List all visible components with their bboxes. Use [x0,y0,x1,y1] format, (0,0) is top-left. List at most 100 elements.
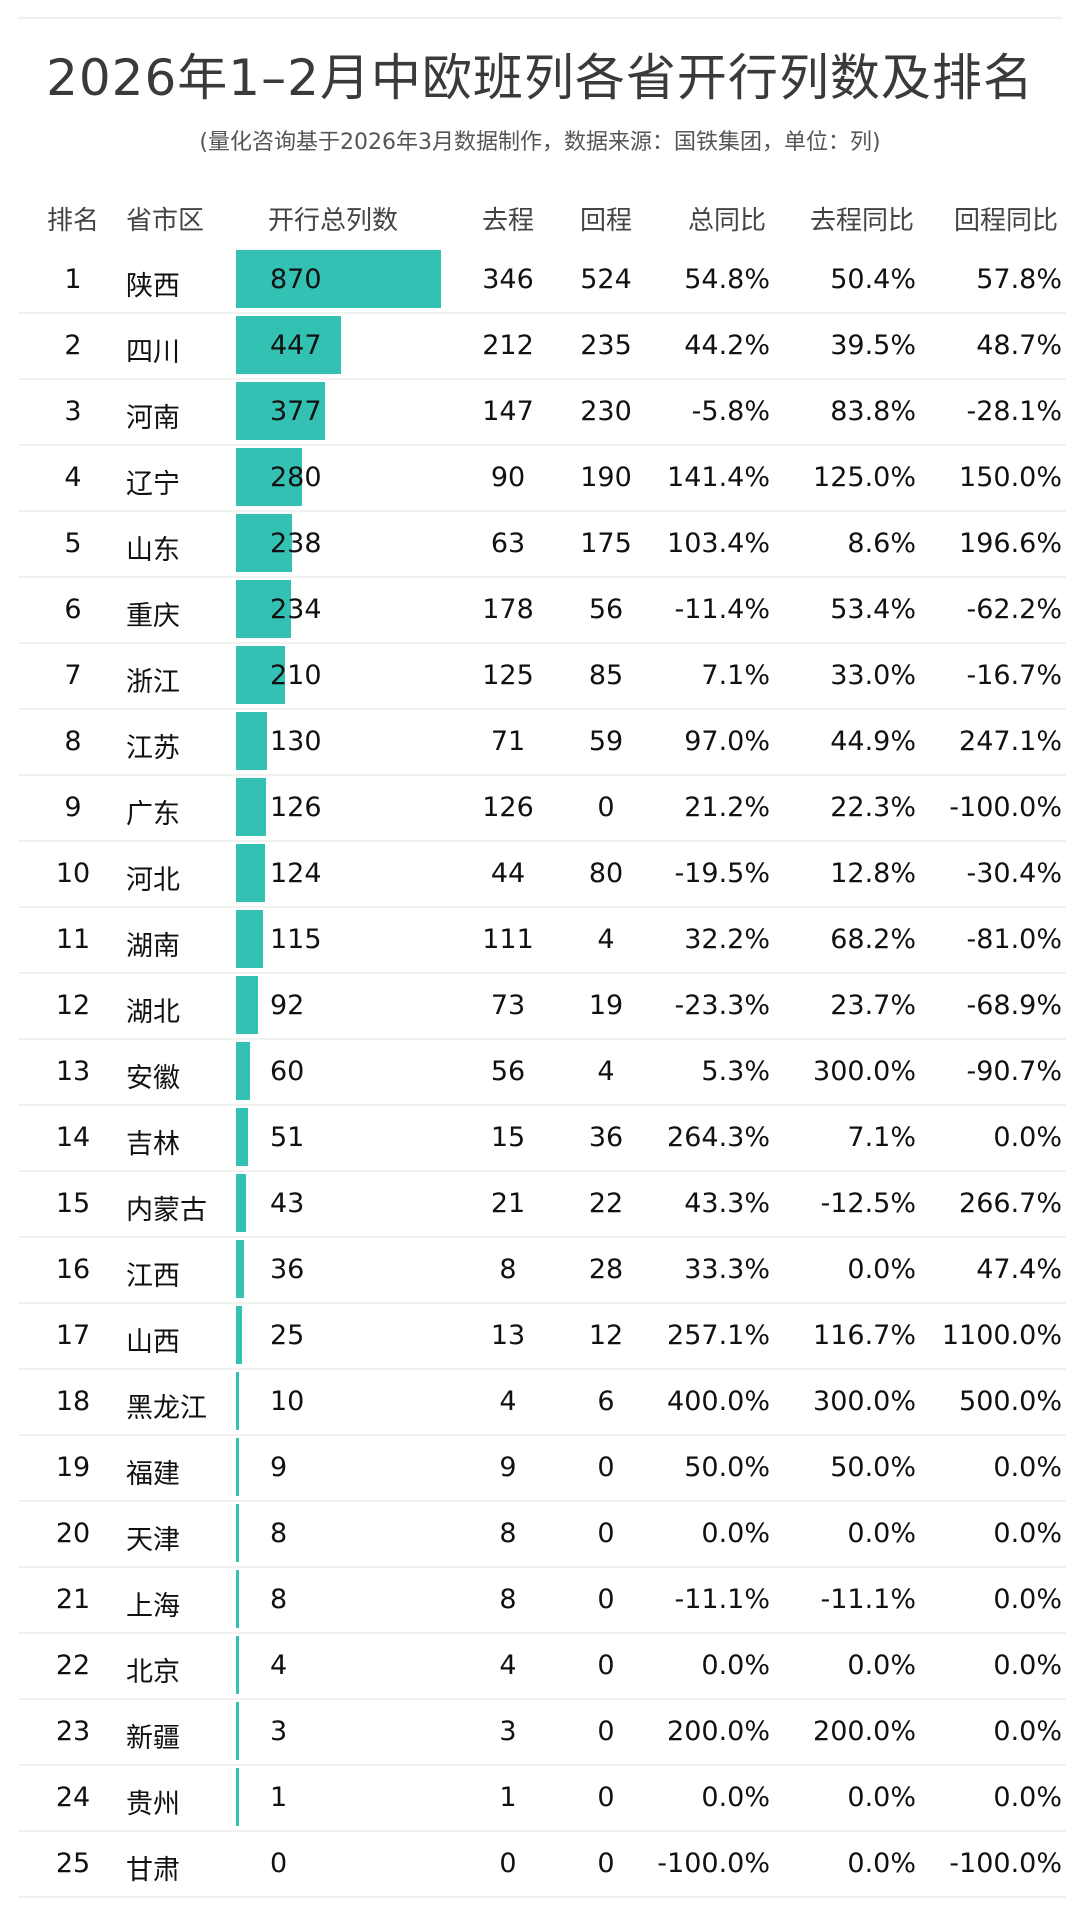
rank-cell: 23 [55,1716,91,1747]
total-bar [236,778,266,836]
province-cell: 陕西 [126,271,180,302]
rank-cell: 6 [64,594,82,625]
return-cell: 190 [580,462,632,493]
header-return: 回程 [579,206,632,236]
outbound-yoy-cell: -12.5% [820,1188,916,1219]
rank-cell: 21 [55,1584,91,1615]
outbound-cell: 8 [499,1584,517,1615]
table-row: 1 陕西 870 346 524 54.8% 50.4% 57.8% [18,248,1066,314]
total-yoy-cell: 200.0% [667,1716,770,1747]
province-cell: 黑龙江 [126,1393,207,1424]
return-yoy-cell: -68.9% [966,990,1062,1021]
total-cell: 234 [270,594,322,625]
province-cell: 甘肃 [126,1855,180,1886]
province-cell: 重庆 [126,601,180,632]
table-row: 20 天津 8 8 0 0.0% 0.0% 0.0% [18,1502,1066,1568]
total-cell: 210 [270,660,322,691]
province-cell: 江苏 [126,733,180,764]
outbound-yoy-cell: 83.8% [830,396,916,427]
total-bar [236,1504,239,1562]
rank-cell: 3 [64,396,82,427]
return-yoy-cell: 500.0% [959,1386,1062,1417]
rank-cell: 17 [55,1320,91,1351]
total-yoy-cell: 33.3% [684,1254,770,1285]
rank-cell: 8 [64,726,82,757]
return-cell: 0 [597,1518,615,1549]
outbound-cell: 56 [490,1056,526,1087]
header-province: 省市区 [126,206,205,236]
return-yoy-cell: -28.1% [966,396,1062,427]
rank-cell: 10 [55,858,91,889]
outbound-yoy-cell: 0.0% [847,1254,916,1285]
total-cell: 60 [270,1056,305,1087]
total-yoy-cell: 21.2% [684,792,770,823]
header-total: 开行总列数 [268,206,399,236]
province-cell: 河北 [126,865,180,896]
total-cell: 870 [270,264,322,295]
total-yoy-cell: 141.4% [667,462,770,493]
table-row: 5 山东 238 63 175 103.4% 8.6% 196.6% [18,512,1066,578]
table-row: 10 河北 124 44 80 -19.5% 12.8% -30.4% [18,842,1066,908]
total-bar [236,1438,239,1496]
outbound-cell: 15 [490,1122,526,1153]
total-yoy-cell: 97.0% [684,726,770,757]
return-yoy-cell: -62.2% [966,594,1062,625]
rank-cell: 7 [64,660,82,691]
outbound-cell: 4 [499,1386,517,1417]
province-cell: 新疆 [126,1723,180,1754]
outbound-yoy-cell: 0.0% [847,1650,916,1681]
rank-cell: 12 [55,990,91,1021]
return-cell: 28 [588,1254,624,1285]
top-divider [18,17,1062,19]
total-yoy-cell: 264.3% [667,1122,770,1153]
return-yoy-cell: -90.7% [966,1056,1062,1087]
rank-cell: 16 [55,1254,91,1285]
return-cell: 22 [588,1188,624,1219]
return-yoy-cell: 48.7% [976,330,1062,361]
table-row: 24 贵州 1 1 0 0.0% 0.0% 0.0% [18,1766,1066,1832]
total-bar [236,1042,251,1100]
rank-cell: 19 [55,1452,91,1483]
return-cell: 56 [588,594,624,625]
return-cell: 0 [597,1782,615,1813]
table-row: 22 北京 4 4 0 0.0% 0.0% 0.0% [18,1634,1066,1700]
outbound-yoy-cell: 68.2% [830,924,916,955]
province-cell: 湖南 [126,931,180,962]
header-outbound-yoy: 去程同比 [809,206,914,236]
province-cell: 贵州 [126,1789,180,1820]
total-cell: 238 [270,528,322,559]
outbound-yoy-cell: 116.7% [813,1320,916,1351]
rank-cell: 13 [55,1056,91,1087]
outbound-cell: 3 [499,1716,517,1747]
total-yoy-cell: 0.0% [701,1782,770,1813]
rank-cell: 9 [64,792,82,823]
total-yoy-cell: -11.4% [674,594,770,625]
total-bar [236,1372,239,1430]
total-cell: 9 [270,1452,288,1483]
return-cell: 0 [597,1584,615,1615]
return-yoy-cell: -100.0% [949,1848,1062,1879]
province-cell: 天津 [126,1525,180,1556]
total-bar [236,316,342,374]
table-row: 2 四川 447 212 235 44.2% 39.5% 48.7% [18,314,1066,380]
table-row: 14 吉林 51 15 36 264.3% 7.1% 0.0% [18,1106,1066,1172]
page-title: 2026年1–2月中欧班列各省开行列数及排名 [46,49,1034,107]
outbound-cell: 73 [490,990,526,1021]
outbound-cell: 346 [482,264,534,295]
outbound-yoy-cell: 0.0% [847,1848,916,1879]
return-cell: 175 [580,528,632,559]
total-yoy-cell: 0.0% [701,1650,770,1681]
total-yoy-cell: 257.1% [667,1320,770,1351]
outbound-cell: 0 [499,1848,517,1879]
total-yoy-cell: -11.1% [674,1584,770,1615]
return-cell: 12 [588,1320,624,1351]
table-row: 13 安徽 60 56 4 5.3% 300.0% -90.7% [18,1040,1066,1106]
province-cell: 江西 [126,1261,180,1292]
province-cell: 湖北 [126,997,180,1028]
total-bar [236,250,441,308]
total-bar [236,1174,247,1232]
outbound-cell: 125 [482,660,534,691]
outbound-yoy-cell: 33.0% [830,660,916,691]
outbound-cell: 178 [482,594,534,625]
total-yoy-cell: -23.3% [674,990,770,1021]
